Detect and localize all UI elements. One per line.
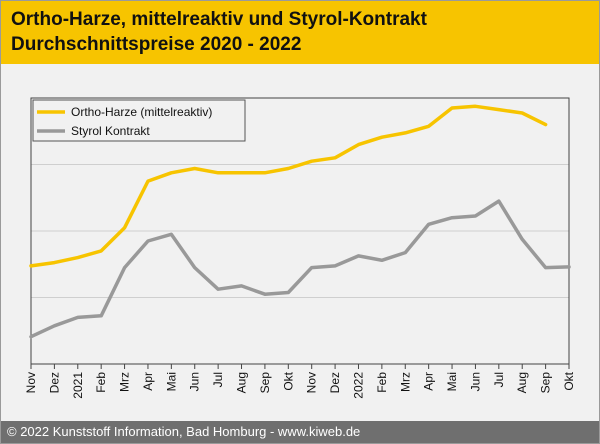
x-tick-label: Nov: [24, 372, 38, 393]
x-tick-label: 2022: [351, 372, 365, 399]
series-lines: [29, 104, 571, 339]
plot-border: [30, 97, 570, 365]
x-tick-label: Dez: [47, 372, 61, 393]
x-tick-label: Apr: [422, 372, 436, 391]
x-tick-label: Jun: [188, 372, 202, 391]
legend-label-1: Ortho-Harze (mittelreaktiv): [71, 105, 212, 119]
x-tick-label: Dez: [328, 372, 342, 393]
x-tick-label: Okt: [281, 371, 295, 390]
x-tick-label: Feb: [94, 372, 108, 393]
x-tick-label: Sep: [258, 372, 272, 394]
x-tick-label: Aug: [515, 372, 529, 393]
x-tick-label: Mrz: [118, 372, 132, 392]
x-tick-label: Jun: [468, 372, 482, 391]
x-tick-label: Sep: [539, 372, 553, 394]
x-tick-label: Feb: [375, 372, 389, 393]
legend-box: [32, 99, 246, 142]
x-tick-label: 2021: [71, 372, 85, 399]
x-tick-label: Mrz: [398, 372, 412, 392]
copyright-text: © 2022 Kunststoff Information, Bad Hombu…: [7, 424, 361, 439]
x-tick-label: Jul: [211, 372, 225, 387]
footer-bar: © 2022 Kunststoff Information, Bad Hombu…: [1, 421, 599, 443]
chart-area: Nov Dez 2021 Feb Mrz Apr Mai Jun Jul Aug Sep Okt Nov…: [1, 64, 599, 421]
series-line-2: [29, 199, 571, 339]
x-tick-label: Mai: [164, 372, 178, 391]
series-line-1: [29, 104, 548, 268]
chart-title-line2: Durchschnittspreise 2020 - 2022: [11, 34, 302, 55]
chart-title-line1: Ortho-Harze, mittelreaktiv und Styrol-Ko…: [11, 9, 427, 30]
x-tick-label: Aug: [235, 372, 249, 393]
chart-header: Ortho-Harze, mittelreaktiv und Styrol-Ko…: [1, 1, 599, 64]
x-tick-label: Jul: [492, 372, 506, 387]
legend: Ortho-Harze (mittelreaktiv) Styrol Kontra…: [32, 99, 246, 142]
x-tick-label: Nov: [305, 372, 319, 393]
line-chart: Nov Dez 2021 Feb Mrz Apr Mai Jun Jul Aug Sep Okt Nov…: [24, 97, 576, 399]
legend-label-2: Styrol Kontrakt: [71, 124, 150, 138]
x-axis: Nov Dez 2021 Feb Mrz Apr Mai Jun Jul Aug Sep Okt Nov…: [24, 364, 576, 399]
x-tick-label: Mai: [445, 372, 459, 391]
x-tick-label: Okt: [562, 371, 576, 390]
x-tick-label: Apr: [141, 372, 155, 391]
